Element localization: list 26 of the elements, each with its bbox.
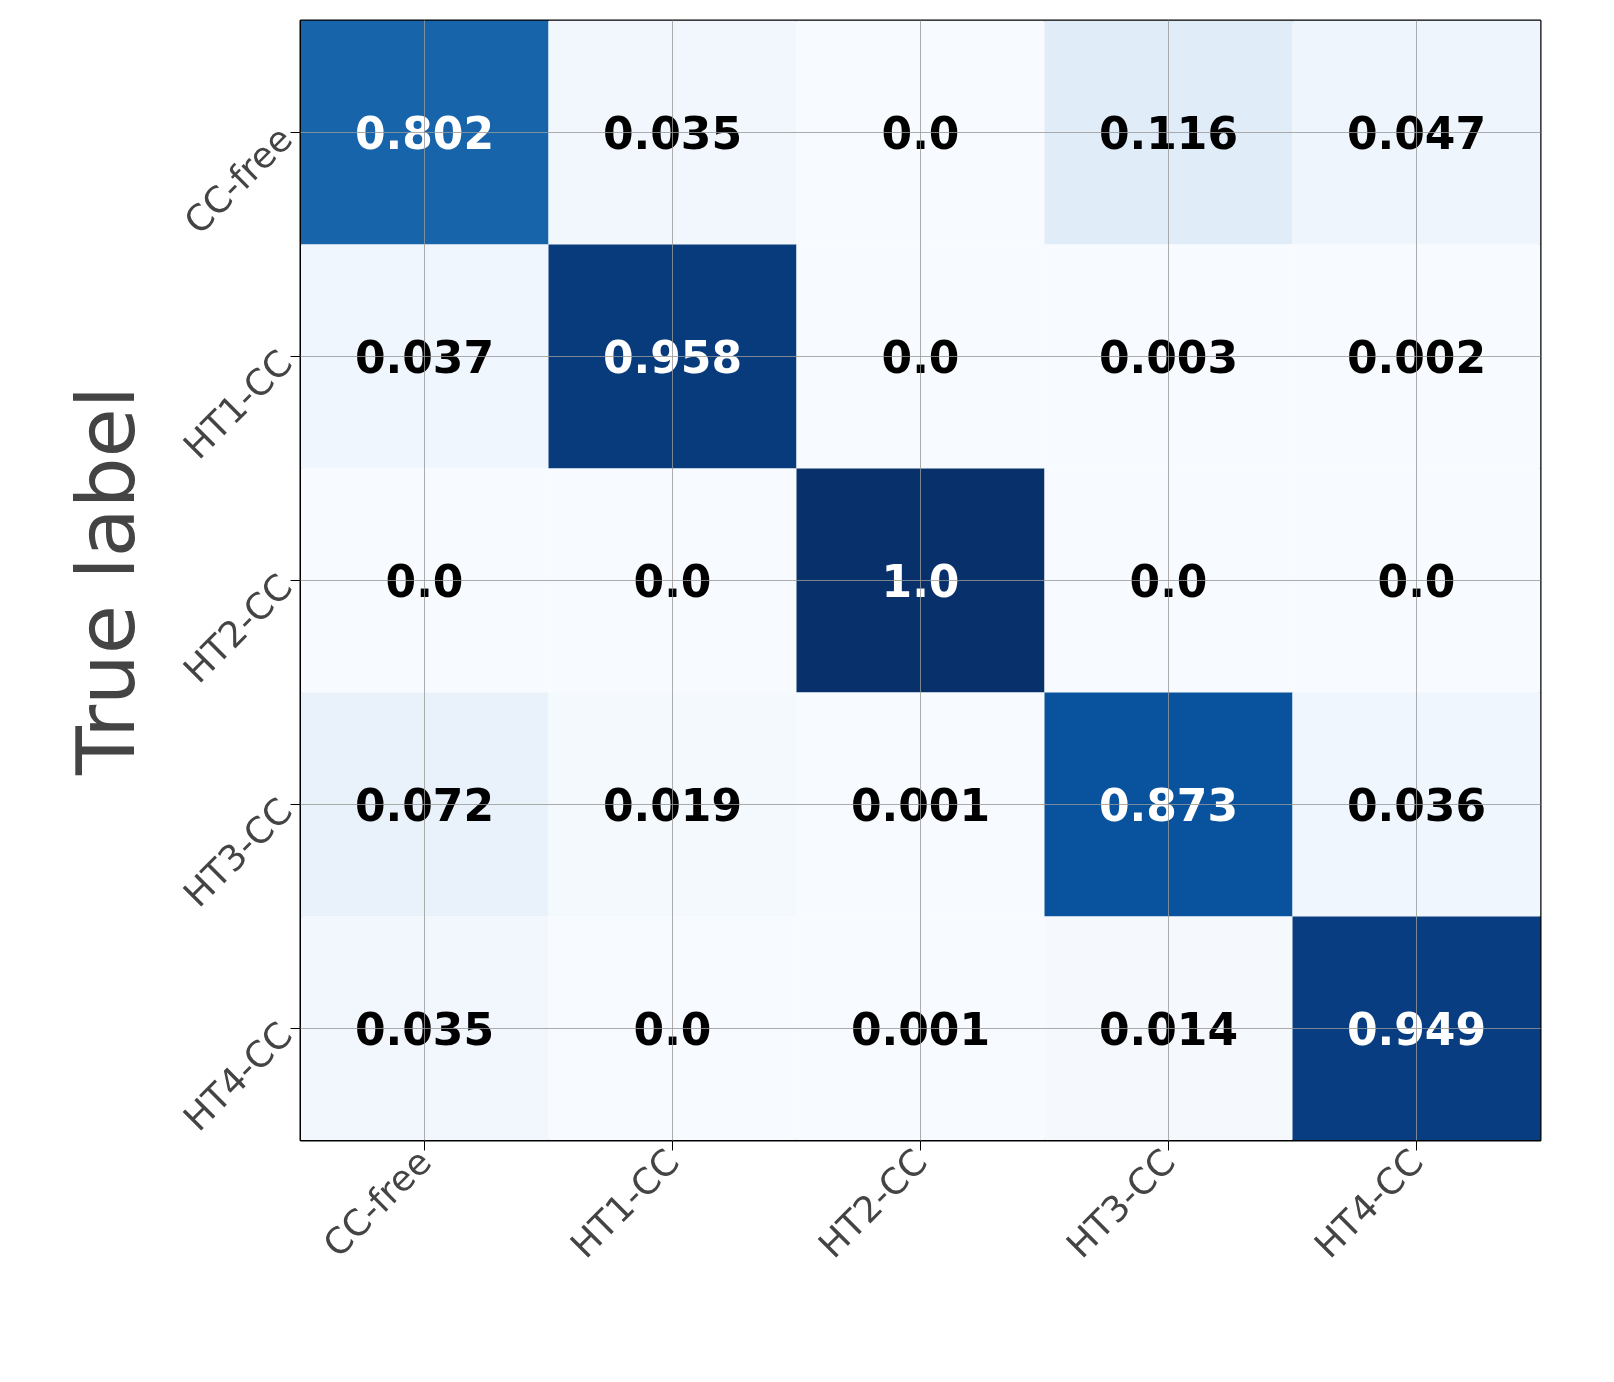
data-label: 0.072 [354, 780, 495, 831]
data-label: 0.0 [1129, 556, 1208, 607]
data-label: 0.036 [1346, 780, 1487, 831]
data-label: 0.116 [1098, 108, 1239, 159]
data-label: 0.037 [354, 332, 495, 383]
data-label: 0.002 [1346, 332, 1487, 383]
data-label: 0.0 [385, 556, 464, 607]
data-label: 0.003 [1098, 332, 1239, 383]
data-label: 1.0 [881, 556, 960, 607]
y-axis-title: True label [59, 386, 153, 776]
data-label: 0.0 [633, 1004, 712, 1055]
data-label: 0.019 [602, 780, 743, 831]
data-label: 0.802 [354, 108, 495, 159]
data-label: 0.949 [1346, 1004, 1487, 1055]
data-label: 0.958 [602, 332, 743, 383]
data-label: 0.0 [633, 556, 712, 607]
data-label: 0.0 [881, 332, 960, 383]
data-label: 0.047 [1346, 108, 1487, 159]
data-label: 0.873 [1098, 780, 1239, 831]
data-label: 0.001 [850, 780, 991, 831]
data-label: 0.0 [1377, 556, 1456, 607]
data-label: 0.035 [354, 1004, 495, 1055]
data-label: 0.0 [881, 108, 960, 159]
data-label: 0.014 [1098, 1004, 1239, 1055]
data-label: 0.035 [602, 108, 743, 159]
data-label: 0.001 [850, 1004, 991, 1055]
